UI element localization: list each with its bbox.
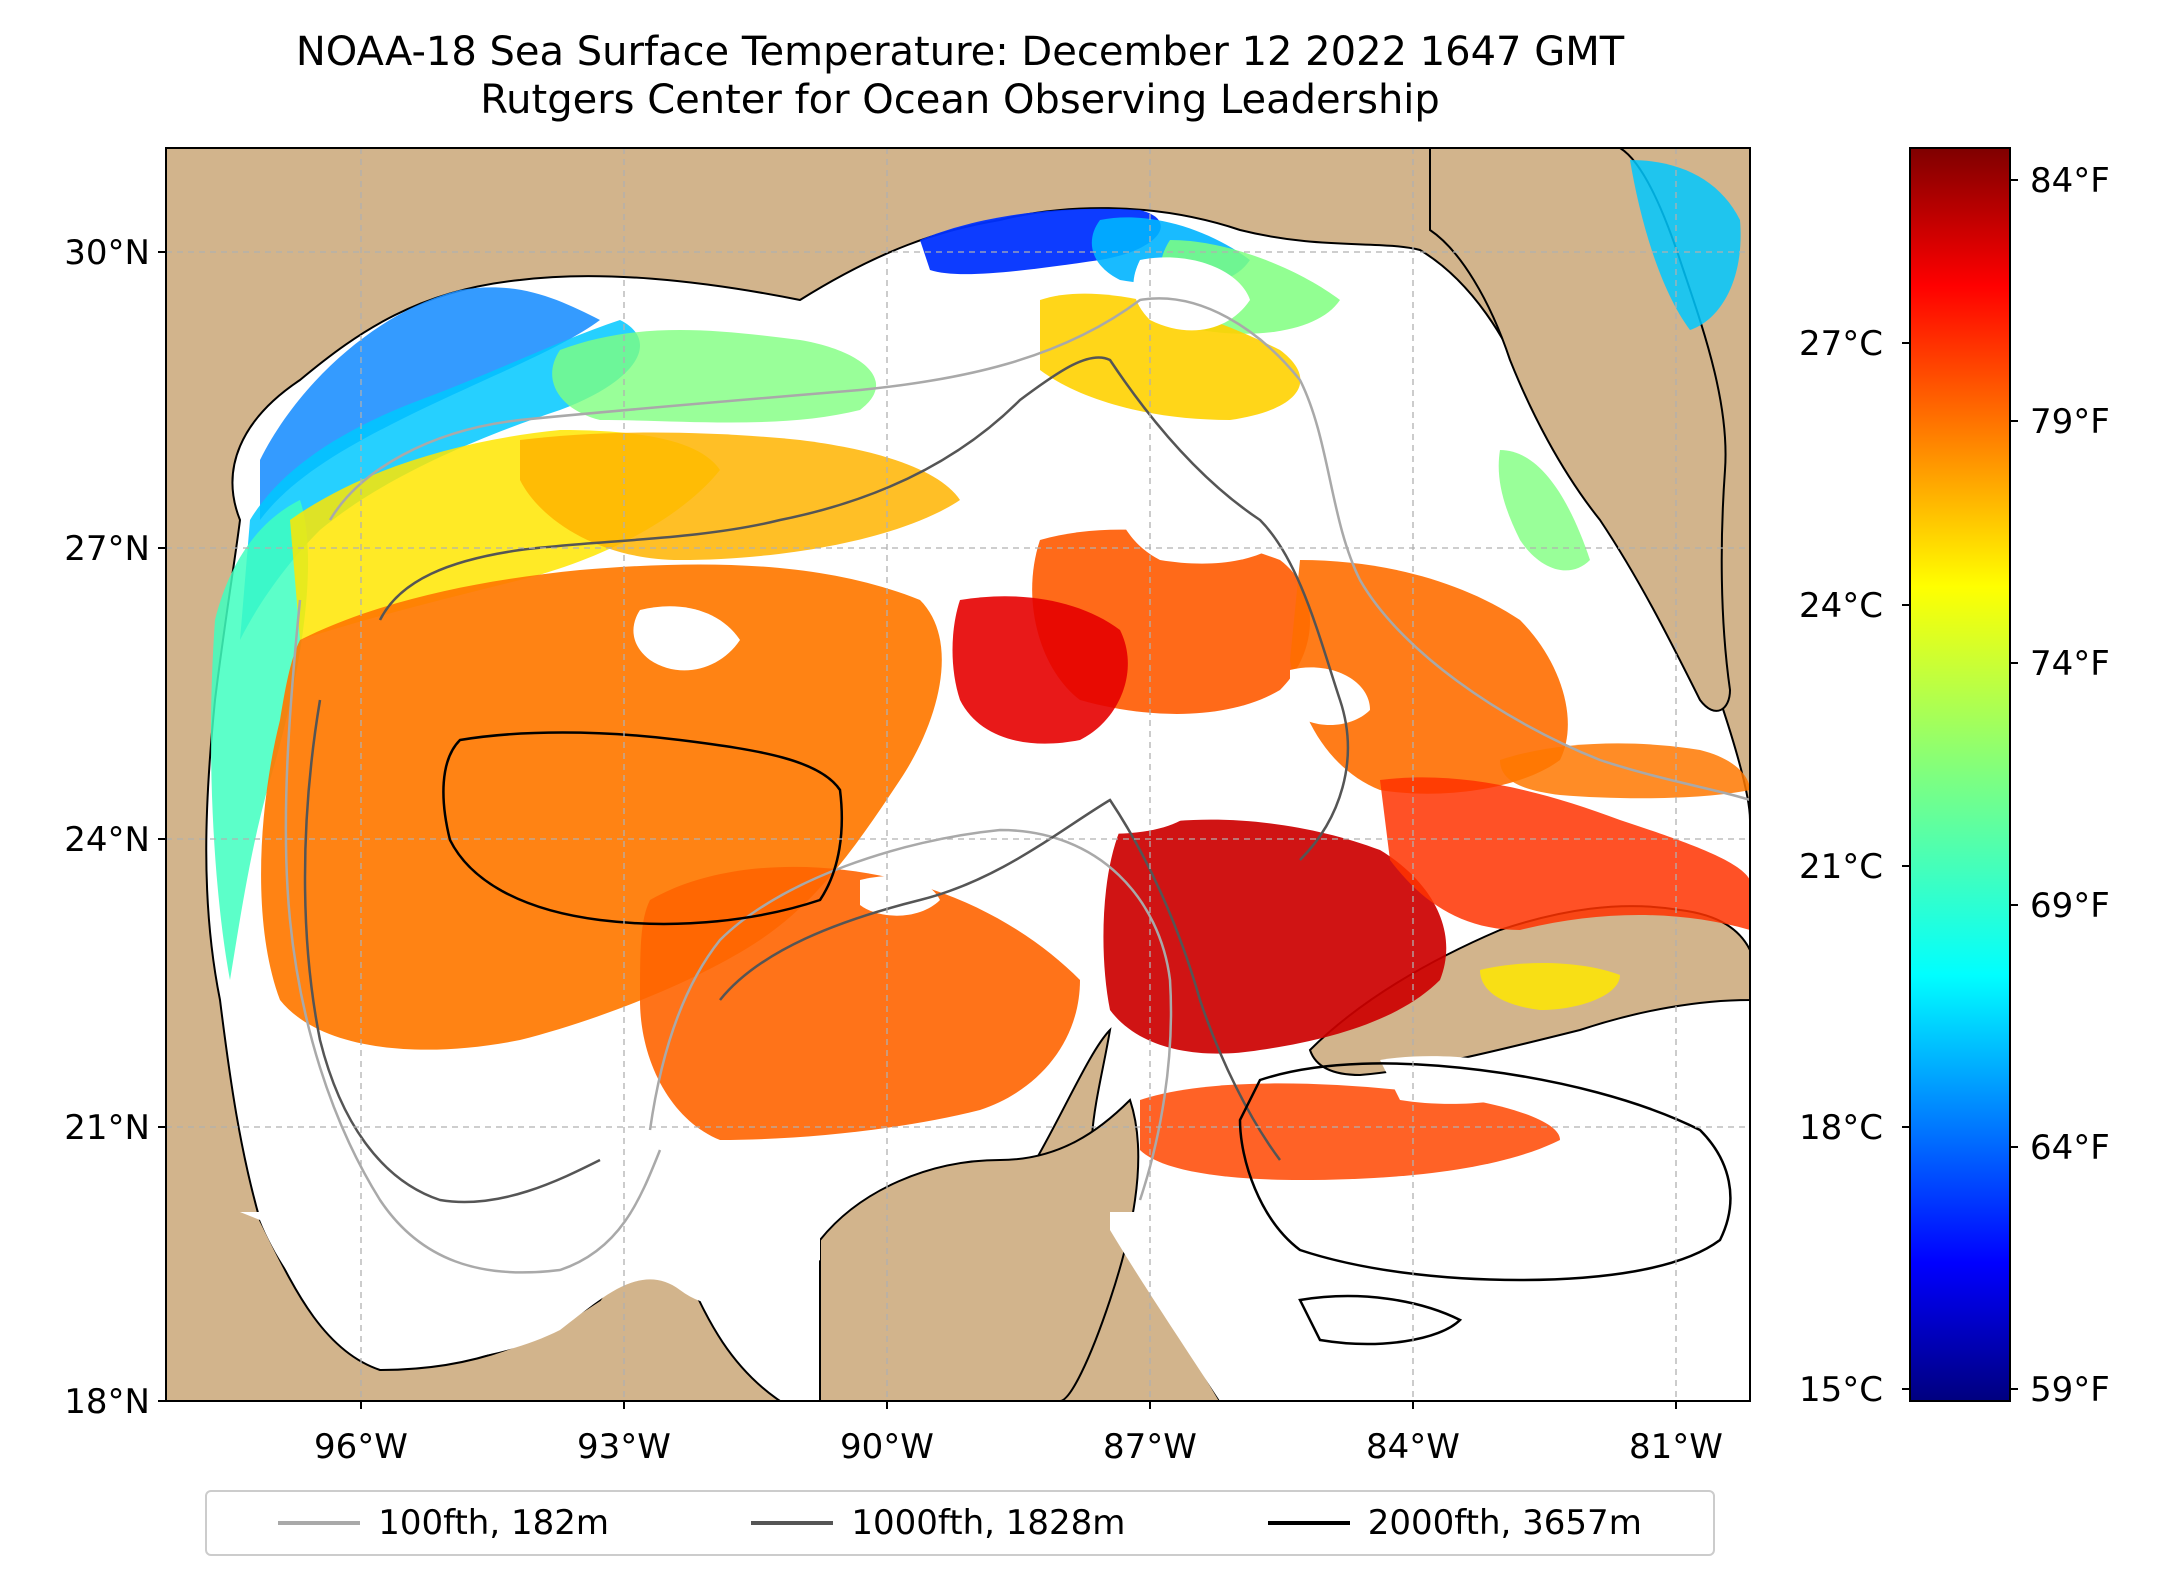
- celsius-label-21: 21°C: [1799, 847, 1883, 887]
- lon-label-81w: 81°W: [1629, 1427, 1723, 1467]
- legend-item-2000fth: 2000fth, 3657m: [1267, 1503, 1642, 1543]
- fahrenheit-label-79: 79°F: [2030, 402, 2110, 442]
- legend-swatch-100fth: [278, 1521, 361, 1525]
- lon-label-90w: 90°W: [840, 1427, 934, 1467]
- celsius-label-15: 15°C: [1799, 1370, 1883, 1410]
- yucatan-peninsula: [819, 1098, 1140, 1401]
- legend-label-2000fth: 2000fth, 3657m: [1367, 1503, 1642, 1543]
- legend-item-1000fth: 1000fth, 1828m: [751, 1503, 1125, 1543]
- celsius-label-18: 18°C: [1799, 1108, 1883, 1148]
- contour-legend: 100fth, 182m 1000fth, 1828m 2000fth, 365…: [205, 1490, 1715, 1556]
- lon-label-93w: 93°W: [577, 1427, 671, 1467]
- contour-2000fth: [442, 731, 1732, 1346]
- map-frame: [165, 147, 1751, 1402]
- celsius-label-27: 27°C: [1799, 324, 1883, 364]
- lat-label-21n: 21°N: [64, 1108, 150, 1148]
- legend-swatch-1000fth: [751, 1521, 834, 1525]
- legend-label-100fth: 100fth, 182m: [378, 1503, 609, 1543]
- lon-label-84w: 84°W: [1366, 1427, 1460, 1467]
- celsius-axis: 15°C 18°C 21°C 24°C 27°C: [1799, 324, 1910, 1410]
- legend-item-100fth: 100fth, 182m: [278, 1503, 609, 1543]
- fahrenheit-label-84: 84°F: [2030, 161, 2110, 201]
- lat-label-27n: 27°N: [64, 529, 150, 569]
- chart-title: NOAA-18 Sea Surface Temperature: Decembe…: [0, 28, 1920, 124]
- contour-1000fth: [303, 356, 1350, 1204]
- lon-label-87w: 87°W: [1103, 1427, 1197, 1467]
- fahrenheit-label-64: 64°F: [2030, 1128, 2110, 1168]
- lat-label-24n: 24°N: [64, 820, 150, 860]
- colorbar-gradient: [1909, 147, 2011, 1402]
- fahrenheit-axis: 59°F 64°F 69°F 74°F 79°F 84°F: [2010, 161, 2110, 1410]
- legend-label-1000fth: 1000fth, 1828m: [851, 1503, 1126, 1543]
- fahrenheit-label-69: 69°F: [2030, 886, 2110, 926]
- lat-label-30n: 30°N: [64, 233, 150, 273]
- fahrenheit-label-74: 74°F: [2030, 644, 2110, 684]
- map-panel: [166, 148, 1750, 1401]
- title-line-1: NOAA-18 Sea Surface Temperature: Decembe…: [295, 29, 1625, 75]
- title-line-2: Rutgers Center for Ocean Observing Leade…: [480, 77, 1440, 123]
- gridlines: [166, 148, 1750, 1401]
- legend-swatch-2000fth: [1267, 1521, 1350, 1525]
- lon-label-96w: 96°W: [314, 1427, 408, 1467]
- lon-axis: 96°W 93°W 90°W 87°W 84°W 81°W: [314, 1401, 1723, 1467]
- colorbar: 15°C 18°C 21°C 24°C 27°C 59°F 64°F 69°F …: [1799, 147, 2110, 1410]
- lat-label-18n: 18°N: [64, 1382, 150, 1422]
- celsius-label-24: 24°C: [1799, 586, 1883, 626]
- lat-axis: 18°N 21°N 24°N 27°N 30°N: [64, 233, 166, 1422]
- fahrenheit-label-59: 59°F: [2030, 1370, 2110, 1410]
